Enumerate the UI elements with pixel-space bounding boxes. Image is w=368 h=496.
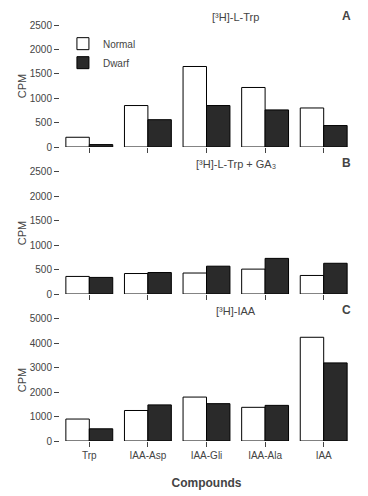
svg-text:0: 0 bbox=[46, 142, 52, 153]
svg-text:Normal: Normal bbox=[103, 39, 135, 50]
svg-text:[³H]-IAA: [³H]-IAA bbox=[216, 305, 256, 317]
svg-text:CPM: CPM bbox=[16, 368, 28, 392]
svg-text:Compounds: Compounds bbox=[172, 476, 242, 490]
svg-text:Dwarf: Dwarf bbox=[103, 58, 129, 69]
svg-text:2500: 2500 bbox=[30, 20, 53, 31]
svg-text:500: 500 bbox=[35, 264, 52, 275]
svg-text:B: B bbox=[342, 156, 351, 170]
svg-text:[³H]-L-Trp: [³H]-L-Trp bbox=[212, 11, 259, 23]
svg-text:A: A bbox=[342, 9, 351, 23]
svg-text:IAA-Asp: IAA-Asp bbox=[130, 450, 167, 461]
svg-text:CPM: CPM bbox=[16, 221, 28, 245]
svg-text:IAA-Ala: IAA-Ala bbox=[248, 450, 282, 461]
svg-text:4000: 4000 bbox=[30, 338, 53, 349]
svg-text:2500: 2500 bbox=[30, 166, 53, 177]
svg-text:C: C bbox=[342, 303, 351, 317]
svg-text:5000: 5000 bbox=[30, 313, 53, 324]
svg-text:Trp: Trp bbox=[82, 450, 97, 461]
svg-text:3000: 3000 bbox=[30, 362, 53, 373]
svg-text:2000: 2000 bbox=[30, 387, 53, 398]
svg-text:2000: 2000 bbox=[30, 44, 53, 55]
svg-text:IAA-Gli: IAA-Gli bbox=[191, 450, 223, 461]
svg-text:1000: 1000 bbox=[30, 93, 53, 104]
svg-text:500: 500 bbox=[35, 117, 52, 128]
svg-text:0: 0 bbox=[46, 436, 52, 447]
svg-text:0: 0 bbox=[46, 289, 52, 300]
svg-text:2000: 2000 bbox=[30, 191, 53, 202]
svg-text:1000: 1000 bbox=[30, 411, 53, 422]
svg-text:IAA: IAA bbox=[316, 450, 332, 461]
svg-text:1000: 1000 bbox=[30, 240, 53, 251]
svg-text:1500: 1500 bbox=[30, 68, 53, 79]
svg-text:1500: 1500 bbox=[30, 215, 53, 226]
svg-text:[³H]-L-Trp + GA₃: [³H]-L-Trp + GA₃ bbox=[196, 158, 276, 170]
svg-text:CPM: CPM bbox=[16, 74, 28, 98]
